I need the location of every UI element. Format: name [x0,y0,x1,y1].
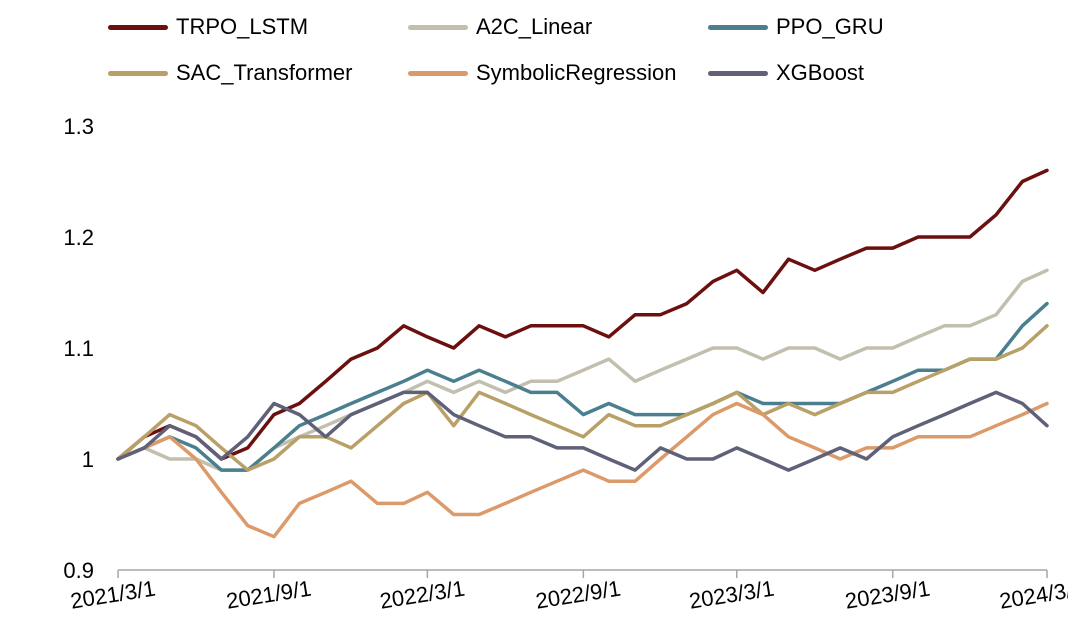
y-tick-label: 1.2 [63,225,94,250]
legend-label-symbolic-regression: SymbolicRegression [476,60,677,85]
legend-swatch-sac-transformer [108,70,168,76]
legend-swatch-trpo-lstm [108,24,168,30]
legend-label-a2c-linear: A2C_Linear [476,14,593,39]
x-tick-label: 2022/3/1 [378,576,466,614]
legend-swatch-a2c-linear [408,24,468,30]
legend-item-sac-transformer: SAC_Transformer [108,58,352,88]
x-tick-label: 2023/9/1 [843,576,931,614]
legend-item-a2c-linear: A2C_Linear [408,12,592,42]
legend-label-ppo-gru: PPO_GRU [776,14,884,39]
legend-item-xgboost: XGBoost [708,58,864,88]
legend-label-trpo-lstm: TRPO_LSTM [176,14,309,39]
x-tick-label: 2021/9/1 [225,576,313,614]
series-line-xgboost [116,390,1049,472]
x-axis: 2021/3/1 2021/9/1 2022/3/1 2022/9/1 2023/3/1… [69,569,1068,614]
x-tick-label: 2024/3/1 [998,576,1068,614]
x-tick-label: 2023/3/1 [687,576,775,614]
x-tick-label: 2022/9/1 [534,576,622,614]
y-tick-label: 1 [82,447,94,472]
legend-item-symbolic-regression: SymbolicRegression [408,58,677,88]
legend-item-trpo-lstm: TRPO_LSTM [108,12,308,42]
y-tick-label: 0.9 [63,558,94,583]
chart-legend: TRPO_LSTM A2C_Linear PPO_GRU SAC_Transfo… [0,0,1068,110]
y-tick-label: 1.1 [63,336,94,361]
series-line-symbolicregression [116,401,1049,539]
legend-swatch-symbolic-regression [408,70,468,76]
series-layer [116,168,1049,539]
legend-swatch-xgboost [708,70,768,76]
legend-label-xgboost: XGBoost [776,60,865,85]
series-line-ppo-gru [116,301,1049,472]
legend-label-sac-transformer: SAC_Transformer [176,60,353,85]
y-axis: 0.9 1 1.1 1.2 1.3 [63,114,94,583]
legend-swatch-ppo-gru [708,24,768,30]
series-line-sac-transformer [116,324,1049,472]
series-line-trpo-lstm [116,168,1049,461]
legend-item-ppo-gru: PPO_GRU [708,12,884,42]
y-tick-label: 1.3 [63,114,94,139]
